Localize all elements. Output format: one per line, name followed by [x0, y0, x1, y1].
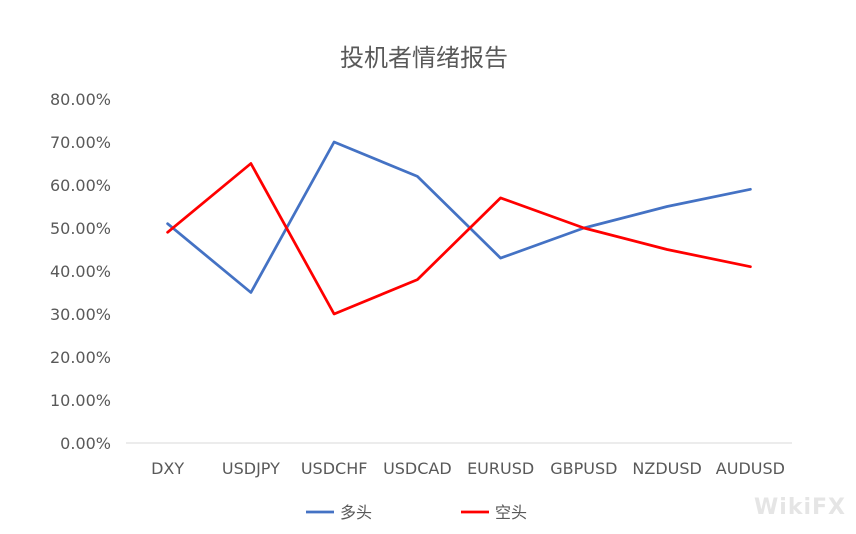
y-tick-label: 80.00% — [50, 90, 111, 109]
y-tick-label: 40.00% — [50, 262, 111, 281]
x-tick-label: EURUSD — [467, 459, 534, 478]
x-tick-label: NZDUSD — [632, 459, 701, 478]
y-tick-label: 50.00% — [50, 219, 111, 238]
y-tick-label: 10.00% — [50, 391, 111, 410]
series-line-1 — [166, 140, 752, 294]
y-tick-label: 20.00% — [50, 348, 111, 367]
legend: 多头 空头 — [306, 503, 527, 522]
x-tick-label: USDJPY — [222, 459, 280, 478]
y-tick-label: 60.00% — [50, 176, 111, 195]
chart-title: 投机者情绪报告 — [340, 44, 508, 72]
y-tick-label: 0.00% — [60, 434, 111, 453]
y-axis-ticks: 0.00% 10.00% 20.00% 30.00% 40.00% 50.00% 60.00… — [50, 90, 111, 453]
legend-label-2: 空头 — [495, 503, 527, 522]
series-lines — [166, 140, 752, 316]
x-tick-label: DXY — [151, 459, 184, 478]
x-tick-label: USDCAD — [383, 459, 452, 478]
watermark: WikiFX — [754, 495, 846, 520]
x-axis-ticks: DXY USDJPY USDCHF USDCAD EURUSD GBPUSD NZDUSD A… — [151, 459, 785, 478]
legend-label-1: 多头 — [340, 503, 372, 522]
series-line-2 — [166, 162, 752, 316]
x-tick-label: GBPUSD — [550, 459, 617, 478]
x-tick-label: USDCHF — [301, 459, 368, 478]
x-tick-label: AUDUSD — [716, 459, 785, 478]
y-tick-label: 70.00% — [50, 133, 111, 152]
y-tick-label: 30.00% — [50, 305, 111, 324]
